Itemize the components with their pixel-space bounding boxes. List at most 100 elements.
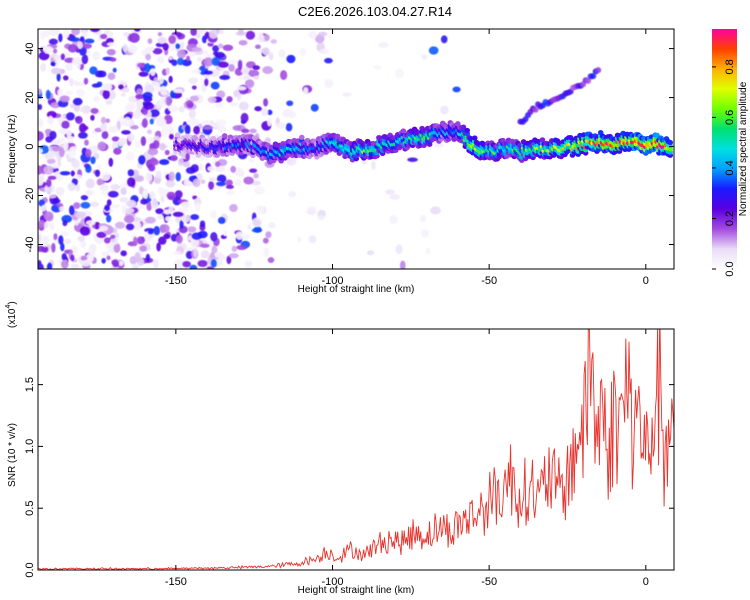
spectrogram-noise-blob bbox=[75, 115, 83, 124]
spectrogram-noise-blob bbox=[108, 190, 119, 198]
spectrogram-noise-blob bbox=[147, 148, 159, 156]
spectrogram-noise-blob bbox=[217, 217, 226, 225]
spectrogram-noise-blob bbox=[399, 260, 406, 269]
spectrogram-noise-blob bbox=[108, 125, 119, 134]
spectrogram-noise-blob bbox=[161, 90, 169, 96]
spectrogram-y-axis: -40 -20 0 20 40 bbox=[24, 42, 674, 252]
spectrogram-noise-blob bbox=[155, 170, 162, 179]
spectrogram-noise-blob bbox=[82, 125, 89, 131]
spectrogram-noise-blob bbox=[43, 45, 54, 55]
spectrogram-noise-blob bbox=[76, 88, 85, 97]
spectrogram-noise-blob bbox=[175, 234, 183, 244]
spectrogram-noise-blob bbox=[149, 118, 154, 125]
spectrogram-noise-blob bbox=[61, 253, 67, 261]
spectrogram-noise-blob bbox=[120, 250, 127, 257]
spectrogram-noise-blob bbox=[247, 224, 252, 230]
spectrogram-noise-blob bbox=[126, 177, 136, 187]
spectrogram-noise-blob bbox=[212, 45, 220, 52]
spectrogram-noise-blob bbox=[168, 35, 176, 44]
spectrogram-noise-blob bbox=[51, 145, 62, 152]
x-tick-label: -50 bbox=[481, 275, 497, 287]
spectrogram-noise-blob bbox=[47, 115, 54, 125]
spectrogram-noise-blob bbox=[263, 98, 269, 107]
spectrogram-noise-blob bbox=[168, 75, 173, 84]
spectrogram-noise-blob bbox=[132, 109, 142, 119]
spectrogram-noise-blob bbox=[73, 174, 83, 180]
spectrogram-noise-blob bbox=[233, 89, 240, 98]
spectrogram-noise-blob bbox=[92, 51, 100, 61]
spectrogram-noise-blob bbox=[234, 179, 242, 186]
spectrogram-branch-cell bbox=[532, 106, 539, 113]
spectrogram-noise-blob bbox=[58, 206, 65, 212]
spectrogram-noise-blob bbox=[176, 261, 183, 269]
y-tick-label: 0 bbox=[24, 143, 36, 149]
spectrogram-noise-blob bbox=[191, 85, 197, 90]
spectrogram-noise-blob bbox=[227, 59, 238, 65]
spectrogram-noise-blob bbox=[101, 257, 106, 264]
spectrogram-noise-blob bbox=[114, 221, 126, 229]
spectrogram-noise-blob bbox=[236, 244, 248, 251]
spectrogram-noise-blob bbox=[228, 253, 239, 259]
spectrogram-noise-blob bbox=[151, 140, 160, 149]
spectrogram-noise-blob bbox=[185, 167, 196, 174]
spectrogram-noise-blob bbox=[89, 201, 100, 207]
spectrogram-noise-blob bbox=[178, 206, 189, 213]
spectrogram-noise-blob bbox=[58, 128, 69, 134]
spectrogram-noise-blob bbox=[236, 86, 247, 91]
spectrogram-noise-blob bbox=[45, 89, 51, 100]
spectrogram-noise-blob bbox=[81, 105, 91, 114]
spectrogram-noise-blob bbox=[90, 114, 95, 121]
spectrogram-noise-blob bbox=[107, 31, 114, 38]
spectrogram-ridge-cell bbox=[221, 133, 228, 139]
spectrogram-noise-blob bbox=[49, 130, 57, 140]
spectrogram-noise-blob bbox=[190, 29, 197, 36]
spectrogram-noise-blob bbox=[156, 242, 161, 252]
spectrogram-noise-blob bbox=[101, 191, 109, 196]
y-tick-label: -40 bbox=[24, 237, 36, 253]
spectrogram-noise-blob bbox=[297, 236, 302, 243]
spectrogram-noise-blob bbox=[150, 81, 160, 86]
spectrogram-noise-blob bbox=[248, 69, 260, 78]
spectrogram-noise-blob bbox=[46, 158, 56, 165]
spectrogram-noise-blob bbox=[377, 42, 389, 48]
spectrogram-noise-blob bbox=[193, 247, 198, 258]
spectrogram-noise-blob bbox=[217, 125, 227, 133]
x-tick-label: -150 bbox=[165, 275, 187, 287]
spectrogram-noise-blob bbox=[288, 190, 297, 198]
spectrogram-noise-blob bbox=[130, 125, 139, 130]
spectrogram-noise-blob bbox=[133, 236, 138, 246]
spectrogram-noise-blob bbox=[214, 251, 223, 258]
spectrogram-noise-blob bbox=[286, 54, 296, 64]
spectrogram-noise-blob bbox=[175, 172, 181, 182]
spectrogram-noise-blob bbox=[342, 92, 352, 97]
spectrogram-noise-blob bbox=[310, 103, 319, 112]
spectrogram-noise-blob bbox=[262, 66, 274, 75]
spectrogram-noise-blob bbox=[216, 181, 226, 187]
spectrogram-noise-blob bbox=[51, 242, 56, 253]
spectrogram-noise-blob bbox=[140, 198, 148, 205]
spectrogram-noise-blob bbox=[139, 245, 147, 252]
spectrogram-noise-blob bbox=[71, 159, 80, 168]
spectrogram-noise-blob bbox=[41, 204, 47, 212]
spectrogram-noise-blob bbox=[201, 35, 207, 44]
spectrogram-noise-blob bbox=[241, 234, 251, 240]
spectrogram-noise-blob bbox=[127, 44, 138, 54]
spectrogram-noise-blob bbox=[136, 99, 143, 110]
spectrogram-noise-blob bbox=[43, 30, 51, 38]
spectrogram-noise-blob bbox=[60, 231, 70, 236]
spectrogram-noise-blob bbox=[155, 208, 164, 215]
spectrogram-noise-blob bbox=[251, 228, 263, 233]
spectrogram-noise-blob bbox=[243, 74, 251, 80]
spectrogram-noise-blob bbox=[144, 63, 151, 73]
spectrogram-noise-blob bbox=[69, 77, 74, 87]
spectrogram-noise-blob bbox=[142, 92, 153, 100]
spectrogram-noise-blob bbox=[120, 183, 129, 190]
spectrogram-noise-blob bbox=[52, 48, 58, 54]
spectrogram-noise-blob bbox=[407, 157, 418, 162]
spectrogram-noise-blob bbox=[144, 46, 155, 52]
spectrogram-noise-blob bbox=[308, 235, 317, 244]
spectrogram-noise-blob bbox=[110, 234, 116, 239]
spectrogram-noise-blob bbox=[160, 195, 165, 203]
spectrogram-noise-blob bbox=[106, 199, 112, 207]
spectrogram-noise-blob bbox=[266, 117, 272, 127]
